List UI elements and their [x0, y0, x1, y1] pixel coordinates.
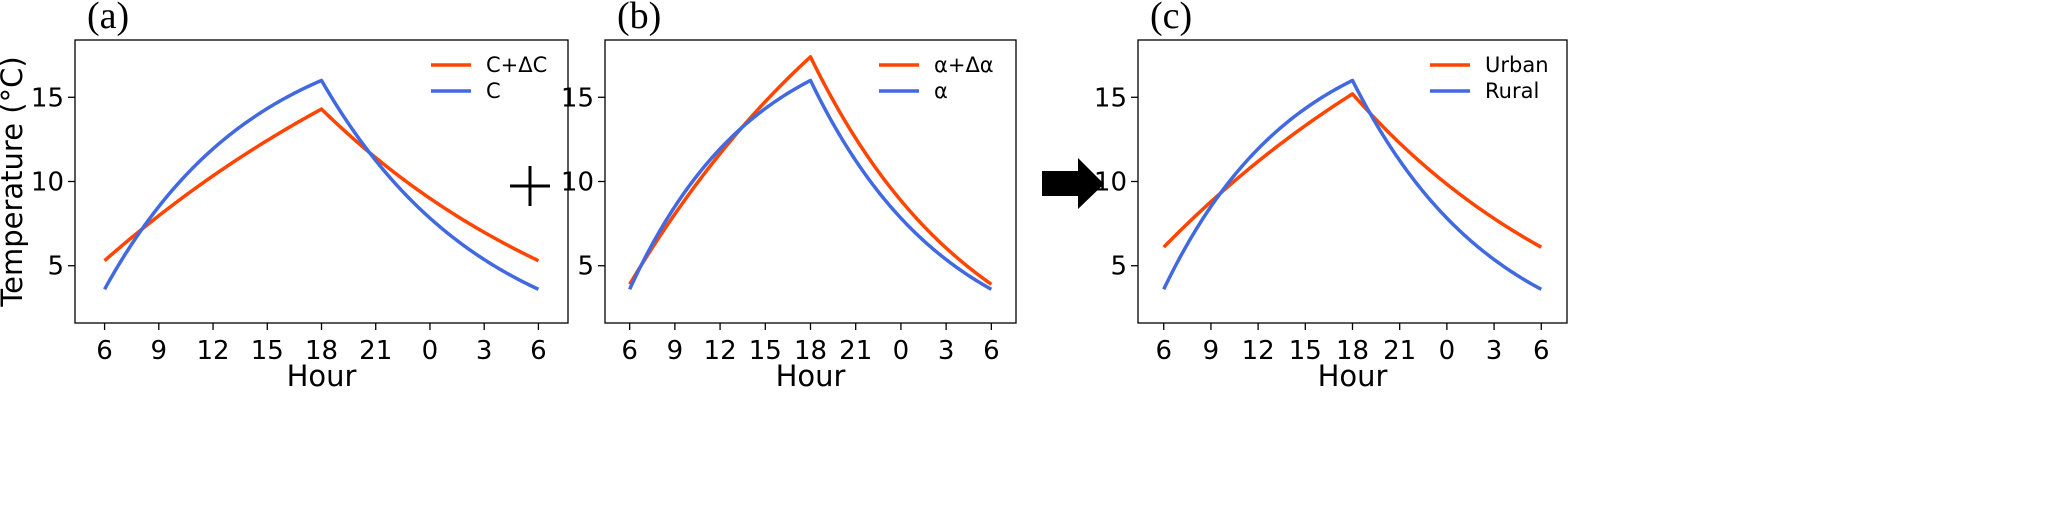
x-tick-label: 12	[704, 336, 737, 366]
legend-entry-label: α	[934, 79, 948, 103]
x-tick-label: 9	[151, 336, 168, 366]
legend-entry-label: Urban	[1485, 53, 1549, 77]
x-tick-label: 6	[96, 336, 113, 366]
y-tick-label: 15	[1094, 83, 1127, 113]
plus-operator	[510, 166, 550, 206]
y-tick-label: 10	[561, 168, 594, 198]
x-tick-label: 21	[1383, 336, 1416, 366]
x-axis-label: Hour	[287, 359, 357, 393]
legend-entry-label: α+Δα	[934, 53, 994, 77]
y-tick-label: 5	[47, 252, 64, 282]
series-line-modified	[628, 55, 993, 286]
arrow-right-icon	[1042, 158, 1104, 209]
x-tick-label: 12	[1242, 336, 1275, 366]
legend-entry-label: C	[486, 79, 501, 103]
y-axis-label: Temperature (°C)	[0, 56, 29, 307]
x-tick-label: 18	[794, 336, 827, 366]
x-tick-label: 21	[359, 336, 392, 366]
x-tick-label: 6	[1533, 336, 1550, 366]
x-tick-label: 0	[1439, 336, 1456, 366]
legend-entry-label: Rural	[1485, 79, 1539, 103]
x-tick-label: 9	[667, 336, 684, 366]
x-tick-label: 6	[1155, 336, 1172, 366]
panel-label: (b)	[617, 0, 661, 37]
legend-entry-label: C+ΔC	[486, 53, 547, 77]
x-axis-label: Hour	[1318, 359, 1388, 393]
x-tick-label: 15	[1289, 336, 1322, 366]
series-line-reference	[1162, 78, 1543, 291]
x-tick-label: 6	[621, 336, 638, 366]
x-tick-label: 15	[749, 336, 782, 366]
panel-label: (c)	[1150, 0, 1192, 37]
x-tick-label: 18	[1336, 336, 1369, 366]
y-tick-label: 10	[31, 168, 64, 198]
x-tick-label: 3	[1486, 336, 1503, 366]
y-tick-label: 5	[1110, 252, 1127, 282]
x-tick-label: 6	[530, 336, 547, 366]
x-tick-label: 3	[476, 336, 493, 366]
panel-label: (a)	[87, 0, 129, 37]
x-tick-label: 0	[893, 336, 910, 366]
x-tick-label: 0	[422, 336, 439, 366]
series-line-modified	[1162, 92, 1543, 249]
series-line-modified	[103, 107, 540, 263]
x-tick-label: 18	[305, 336, 338, 366]
y-tick-label: 15	[31, 83, 64, 113]
x-tick-label: 3	[938, 336, 955, 366]
y-tick-label: 5	[577, 252, 594, 282]
x-tick-label: 6	[983, 336, 1000, 366]
series-line-reference	[628, 78, 993, 291]
y-tick-label: 15	[561, 83, 594, 113]
x-tick-label: 21	[839, 336, 872, 366]
series-line-reference	[103, 78, 540, 291]
x-axis-label: Hour	[776, 359, 846, 393]
x-tick-label: 15	[251, 336, 284, 366]
x-tick-label: 9	[1203, 336, 1220, 366]
x-tick-label: 12	[196, 336, 229, 366]
